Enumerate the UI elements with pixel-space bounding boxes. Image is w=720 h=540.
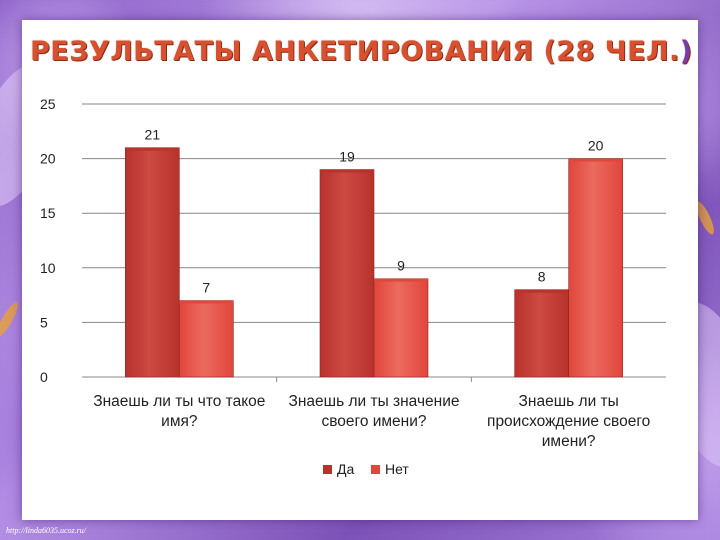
x-category-label: имя? bbox=[161, 413, 198, 430]
y-tick-label: 25 bbox=[40, 96, 56, 112]
x-category-label: имени? bbox=[542, 433, 596, 450]
x-category-label: своего имени? bbox=[321, 413, 426, 430]
bar-da bbox=[125, 147, 180, 378]
data-label: 9 bbox=[397, 258, 405, 274]
bar-top bbox=[125, 147, 180, 151]
legend-label: Нет bbox=[385, 461, 409, 477]
bar-top bbox=[320, 169, 374, 173]
bar-net bbox=[373, 278, 429, 378]
data-label: 20 bbox=[588, 138, 604, 154]
bar-top bbox=[568, 158, 623, 162]
legend-swatch bbox=[323, 465, 332, 474]
data-label: 7 bbox=[202, 280, 210, 296]
y-tick-label: 20 bbox=[40, 151, 56, 167]
data-label: 21 bbox=[145, 127, 161, 143]
y-tick-label: 15 bbox=[40, 205, 56, 221]
slide-title: РЕЗУЛЬТАТЫ АНКЕТИРОВАНИЯ (28 ЧЕЛ.) bbox=[30, 36, 693, 67]
bar-net bbox=[568, 158, 623, 378]
y-tick-label: 0 bbox=[40, 369, 48, 385]
bar-da bbox=[514, 289, 569, 378]
x-category-label: Знаешь ли ты bbox=[519, 393, 619, 410]
data-label: 8 bbox=[538, 269, 546, 285]
y-tick-label: 5 bbox=[40, 314, 48, 330]
x-category-label: происхождение своего bbox=[487, 413, 650, 430]
bar-top bbox=[179, 300, 234, 304]
slide-title-text: РЕЗУЛЬТАТЫ АНКЕТИРОВАНИЯ (28 ЧЕЛ. bbox=[30, 36, 680, 67]
x-category-label: Знаешь ли ты значение bbox=[288, 393, 459, 410]
slide-title-close-paren: ) bbox=[679, 36, 693, 67]
bar-top bbox=[514, 289, 569, 293]
bar-net bbox=[179, 300, 234, 378]
bar-da bbox=[319, 169, 375, 378]
y-tick-label: 10 bbox=[40, 260, 56, 276]
x-category-label: Знаешь ли ты что такое bbox=[93, 393, 265, 410]
legend-swatch bbox=[371, 465, 380, 474]
data-label: 19 bbox=[339, 149, 355, 165]
image-credit: http://linda6035.ucoz.ru/ bbox=[6, 526, 86, 535]
legend-label: Да bbox=[337, 461, 354, 477]
background-stamen bbox=[0, 300, 22, 340]
survey-chart: 0 5 10 15 20 25 21 7 Знаешь ли ты что такое имя? 1… bbox=[40, 96, 666, 477]
bar-top bbox=[374, 278, 428, 282]
